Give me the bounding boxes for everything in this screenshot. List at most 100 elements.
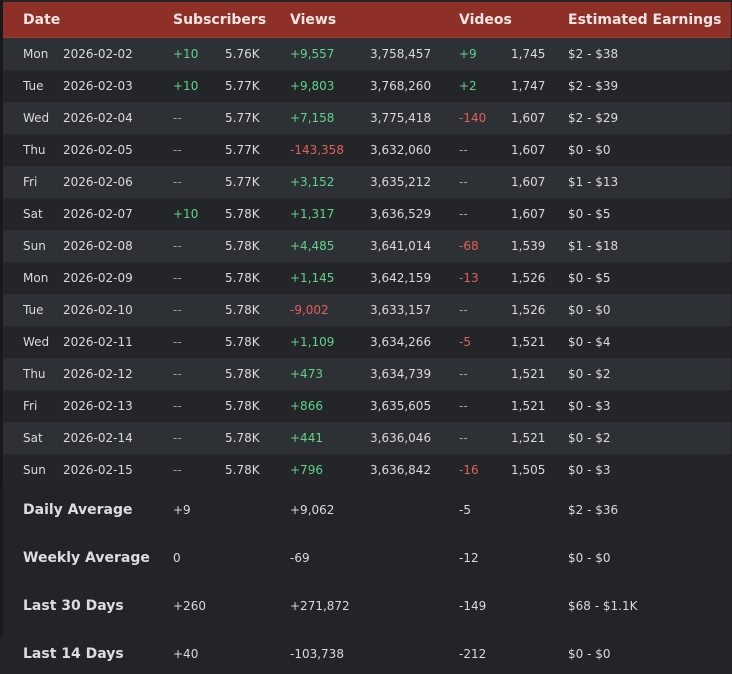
cell-subscribers: 5.78K: [225, 271, 260, 285]
cell-date: 2026-02-12: [63, 367, 133, 381]
cell-views-change: +866: [290, 399, 323, 413]
table-row: Sun 2026-02-15 -- 5.78K +796 3,636,842 -16 1,50…: [3, 454, 731, 486]
cell-day: Thu: [23, 143, 46, 157]
table-row: Sat 2026-02-14 -- 5.78K +441 3,636,046 -- 1,521…: [3, 422, 731, 454]
cell-earnings: $0 - $5: [568, 271, 611, 285]
cell-day: Sun: [23, 463, 46, 477]
cell-subscriber-change: +10: [173, 207, 199, 221]
cell-videos-change: --: [459, 143, 468, 157]
table-row: Tue 2026-02-10 -- 5.78K -9,002 3,633,157 -- 1,5…: [3, 294, 731, 326]
table-row: Fri 2026-02-13 -- 5.78K +866 3,635,605 -- 1,521…: [3, 390, 731, 422]
summary-views: -103,738: [290, 647, 344, 661]
cell-date: 2026-02-02: [63, 47, 133, 61]
cell-views: 3,634,739: [370, 367, 432, 381]
cell-videos: 1,745: [511, 47, 546, 61]
cell-views: 3,775,418: [370, 111, 432, 125]
cell-earnings: $0 - $0: [568, 303, 611, 317]
cell-date: 2026-02-05: [63, 143, 133, 157]
table-row: Fri 2026-02-06 -- 5.77K +3,152 3,635,212 -- 1,6…: [3, 166, 731, 198]
table-row: Thu 2026-02-05 -- 5.77K -143,358 3,632,060 -- 1…: [3, 134, 731, 166]
cell-subscriber-change: --: [173, 463, 182, 477]
cell-day: Thu: [23, 367, 46, 381]
cell-views-change: -143,358: [290, 143, 344, 157]
summary-label: Last 30 Days: [23, 598, 124, 614]
cell-views-change: +4,485: [290, 239, 335, 253]
cell-views-change: +441: [290, 431, 323, 445]
summary-subscribers: 0: [173, 551, 181, 565]
cell-views-change: +796: [290, 463, 323, 477]
cell-subscriber-change: +10: [173, 79, 199, 93]
cell-day: Sun: [23, 239, 46, 253]
cell-subscriber-change: --: [173, 111, 182, 125]
cell-subscriber-change: --: [173, 303, 182, 317]
cell-subscriber-change: --: [173, 431, 182, 445]
table-row: Sun 2026-02-08 -- 5.78K +4,485 3,641,014 -68 1,…: [3, 230, 731, 262]
cell-subscriber-change: --: [173, 143, 182, 157]
cell-videos: 1,521: [511, 399, 546, 413]
cell-views: 3,758,457: [370, 47, 432, 61]
cell-day: Sat: [23, 207, 43, 221]
cell-earnings: $0 - $2: [568, 431, 611, 445]
cell-earnings: $0 - $5: [568, 207, 611, 221]
cell-subscriber-change: --: [173, 335, 182, 349]
cell-views: 3,635,605: [370, 399, 432, 413]
cell-subscribers: 5.78K: [225, 463, 260, 477]
cell-videos: 1,521: [511, 367, 546, 381]
cell-views-change: -9,002: [290, 303, 329, 317]
summary-views: +271,872: [290, 599, 350, 613]
cell-earnings: $2 - $39: [568, 79, 619, 93]
cell-videos: 1,521: [511, 431, 546, 445]
cell-views: 3,633,157: [370, 303, 432, 317]
cell-earnings: $0 - $4: [568, 335, 611, 349]
summary-row: Daily Average +9 +9,062 -5 $2 - $36: [3, 486, 731, 534]
cell-day: Sat: [23, 431, 43, 445]
header-views: Views: [290, 12, 337, 28]
summary-row: Last 14 Days +40 -103,738 -212 $0 - $0: [3, 630, 731, 674]
cell-earnings: $2 - $38: [568, 47, 619, 61]
cell-videos-change: +2: [459, 79, 477, 93]
cell-date: 2026-02-13: [63, 399, 133, 413]
cell-day: Wed: [23, 111, 50, 125]
cell-videos-change: -16: [459, 463, 479, 477]
cell-date: 2026-02-04: [63, 111, 133, 125]
cell-videos-change: --: [459, 399, 468, 413]
summary-earnings: $2 - $36: [568, 503, 619, 517]
cell-videos: 1,539: [511, 239, 546, 253]
summary-videos: -149: [459, 599, 487, 613]
cell-subscribers: 5.78K: [225, 431, 260, 445]
cell-date: 2026-02-09: [63, 271, 133, 285]
cell-views: 3,642,159: [370, 271, 432, 285]
cell-videos: 1,607: [511, 207, 546, 221]
cell-views: 3,635,212: [370, 175, 432, 189]
cell-videos: 1,521: [511, 335, 546, 349]
cell-subscribers: 5.78K: [225, 207, 260, 221]
table-row: Wed 2026-02-04 -- 5.77K +7,158 3,775,418 -140 1…: [3, 102, 731, 134]
cell-videos-change: --: [459, 367, 468, 381]
summary-label: Daily Average: [23, 502, 133, 518]
cell-views: 3,636,046: [370, 431, 432, 445]
cell-subscribers: 5.77K: [225, 111, 260, 125]
left-edge: [0, 0, 3, 637]
summary-views: -69: [290, 551, 310, 565]
cell-date: 2026-02-10: [63, 303, 133, 317]
cell-date: 2026-02-03: [63, 79, 133, 93]
cell-day: Tue: [23, 79, 44, 93]
cell-views: 3,768,260: [370, 79, 432, 93]
summary-views: +9,062: [290, 503, 335, 517]
cell-subscribers: 5.77K: [225, 79, 260, 93]
cell-subscribers: 5.78K: [225, 239, 260, 253]
cell-videos-change: --: [459, 303, 468, 317]
cell-views-change: +3,152: [290, 175, 335, 189]
cell-subscribers: 5.77K: [225, 143, 260, 157]
cell-date: 2026-02-11: [63, 335, 133, 349]
cell-views-change: +1,317: [290, 207, 335, 221]
header-videos: Videos: [459, 12, 512, 28]
cell-date: 2026-02-06: [63, 175, 133, 189]
cell-day: Tue: [23, 303, 44, 317]
summary-label: Last 14 Days: [23, 646, 124, 662]
cell-subscribers: 5.78K: [225, 335, 260, 349]
cell-views: 3,636,529: [370, 207, 432, 221]
cell-views-change: +7,158: [290, 111, 335, 125]
summary-earnings: $68 - $1.1K: [568, 599, 638, 613]
